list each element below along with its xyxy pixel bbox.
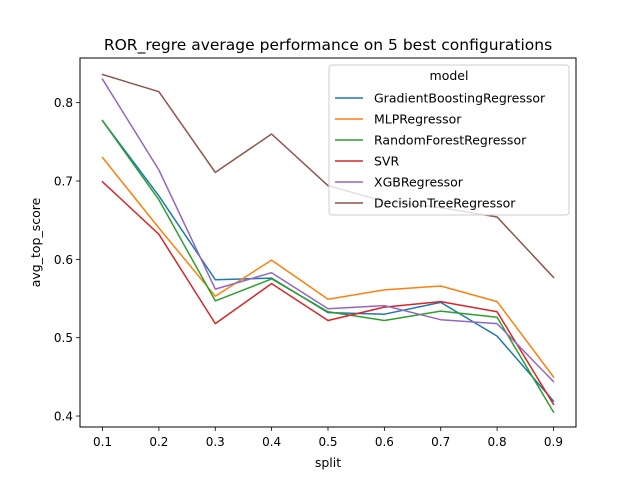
y-tick-label: 0.6 <box>54 253 73 267</box>
plot-lines <box>101 73 555 414</box>
y-tick-label: 0.5 <box>54 331 73 345</box>
chart-title: ROR_regre average performance on 5 best … <box>104 36 552 55</box>
y-axis: 0.4 0.5 0.6 0.7 0.8 <box>54 96 80 424</box>
x-tick-label: 0.6 <box>375 435 394 449</box>
series-line-5 <box>101 78 555 383</box>
x-axis: 0.1 0.2 0.3 0.4 0.5 0.6 0.7 0.8 0.9 <box>93 427 563 449</box>
series-line-1 <box>101 119 555 403</box>
legend-label-1: GradientBoostingRegressor <box>374 91 546 106</box>
x-tick-label: 0.7 <box>431 435 450 449</box>
legend-label-3: RandomForestRegressor <box>374 133 527 148</box>
y-tick-label: 0.4 <box>54 410 73 424</box>
legend-box <box>328 64 570 216</box>
x-tick-label: 0.5 <box>318 435 337 449</box>
x-tick-label: 0.1 <box>93 435 112 449</box>
x-tick-label: 0.3 <box>206 435 225 449</box>
y-tick-label: 0.8 <box>54 96 73 110</box>
x-tick-label: 0.9 <box>544 435 563 449</box>
series-line-4 <box>101 180 555 406</box>
x-axis-label: split <box>315 455 341 470</box>
series-line-2 <box>101 156 555 378</box>
x-tick-label: 0.8 <box>488 435 507 449</box>
series-line-3 <box>101 119 555 414</box>
legend-label-2: MLPRegressor <box>374 112 462 127</box>
legend-items: GradientBoostingRegressor MLPRegressor Ran… <box>335 91 546 211</box>
legend-label-5: XGBRegressor <box>374 175 464 190</box>
legend-label-4: SVR <box>374 154 399 169</box>
x-tick-label: 0.4 <box>262 435 281 449</box>
legend-title: model <box>430 68 469 83</box>
y-axis-label: avg_top_score <box>28 197 43 287</box>
legend: model GradientBoostingRegressor MLPRegres… <box>328 64 570 216</box>
legend-label-6: DecisionTreeRegressor <box>374 196 516 211</box>
y-tick-label: 0.7 <box>54 175 73 189</box>
x-tick-label: 0.2 <box>149 435 168 449</box>
